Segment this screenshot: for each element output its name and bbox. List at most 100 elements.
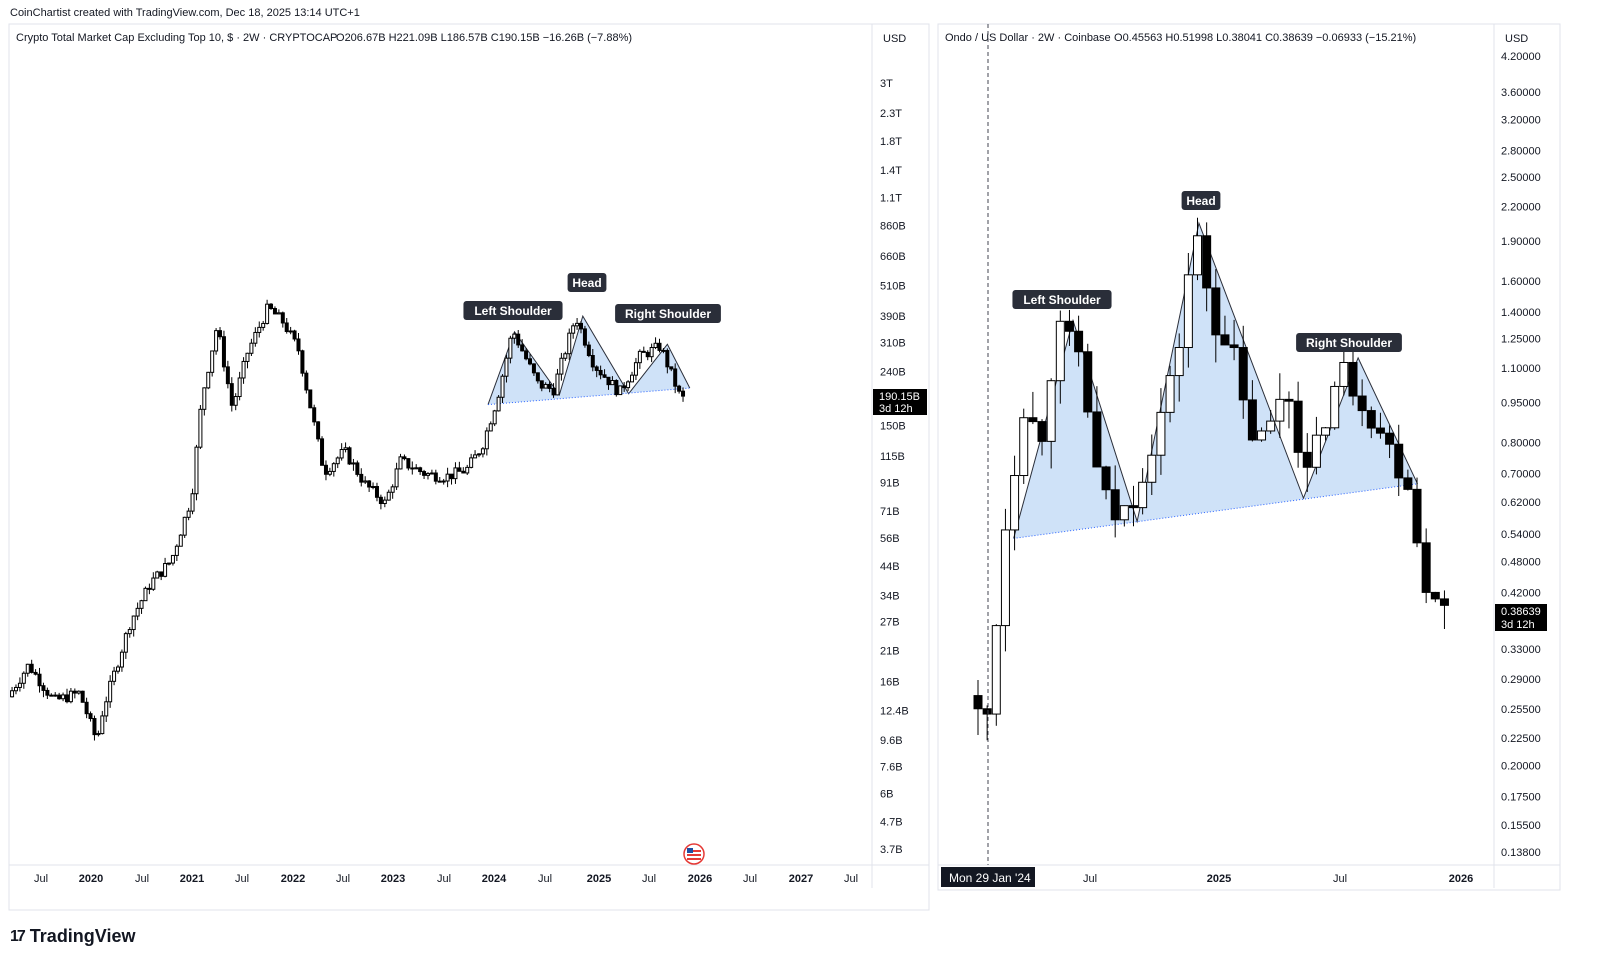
right-y-tick-label: 0.95000 [1501,397,1541,409]
left-candle-body [594,366,599,371]
left-candle-body [496,396,501,412]
right-candle-body [1147,454,1157,483]
left-candle-body [547,383,552,389]
left-ohlc-readout: O206.67B H221.09B L186.57B C190.15B −16.… [336,32,632,44]
left-candle-body [80,690,85,703]
left-candle-body [190,493,195,512]
left-y-tick-label: 34B [880,590,900,602]
left-candle-body [398,456,403,470]
right-last-price-bg [1495,604,1547,631]
left-candle-body [673,368,678,387]
left-last-price-value: 190.15B [879,391,920,403]
right-y-tick-label: 1.10000 [1501,363,1541,375]
left-candle-body [649,347,654,358]
left-candle-body [288,330,293,333]
left-candle-body [351,462,356,465]
right-plot-area[interactable]: Left Shoulder Head Right Shoulder [973,191,1449,741]
right-candle-body [1403,477,1413,490]
flag-icon-stripe-1 [687,850,701,852]
left-candle-body [159,571,164,577]
left-candle-body [249,342,254,354]
left-y-tick-label: 3.7B [880,844,903,856]
right-pattern-label-right-shoulder: Right Shoulder [1296,333,1402,352]
left-candle-body [414,467,419,470]
right-crosshair-date-text: Mon 29 Jan '24 [949,871,1031,885]
right-x-tick-label: Jul [1083,873,1097,885]
left-candle-body [645,351,650,358]
left-candle-body [677,385,682,392]
left-pattern-label-right-shoulder: Right Shoulder [615,304,721,323]
right-y-tick-label: 1.60000 [1501,276,1541,288]
left-x-tick-label: Jul [538,873,552,885]
right-candle-body [1275,398,1285,422]
left-candle-body [292,330,297,340]
left-candle-body [433,472,438,482]
right-y-tick-label: 0.48000 [1501,556,1541,568]
right-candle-body [1174,347,1184,377]
left-pattern-label-bg [567,273,607,292]
right-x-tick-label: 2025 [1207,873,1231,885]
left-y-tick-label: 310B [880,337,906,349]
right-pattern-label-bg [1181,191,1221,210]
left-plot-area[interactable]: Left Shoulder Head Right Shoulder [10,273,721,741]
left-candle-body [331,463,336,472]
right-candle-body [1339,361,1349,387]
left-candle-body [575,322,580,327]
left-candle-body [559,357,564,375]
left-candle-body [488,423,493,432]
right-y-tick-label: 0.42000 [1501,588,1541,600]
left-candle-body [582,328,587,346]
left-candle-body [163,563,168,577]
right-y-tick-label: 0.20000 [1501,761,1541,773]
left-candle-body [418,467,423,473]
left-pattern-label-bg [463,301,563,320]
left-candle-body [637,350,642,364]
left-candle-body [245,352,250,362]
left-candle-body [665,350,670,368]
tradingview-logo[interactable]: 17 TradingView [10,926,136,947]
left-candle-body [579,322,584,330]
left-candle-body [590,354,595,368]
left-last-price-badge: 190.15B 3d 12h [873,389,927,415]
right-pattern-label-bg [1296,333,1402,352]
right-ohlc-readout: O0.45563 H0.51998 L0.38041 C0.38639 −0.0… [1114,32,1416,44]
left-x-tick-label: 2022 [281,873,305,885]
left-candle-body [123,633,128,653]
left-y-tick-label: 2.3T [880,108,902,120]
left-x-tick-label: Jul [135,873,149,885]
left-candle-body [233,396,238,406]
left-candle-body [241,360,246,379]
left-y-tick-label: 91B [880,478,900,490]
attribution-text: CoinChartist created with TradingView.co… [10,7,360,19]
flag-icon[interactable] [683,843,705,865]
left-candle-body [53,694,58,697]
right-pattern-label-bg [1012,290,1112,309]
left-y-tick-label: 660B [880,251,906,263]
left-x-tick-label: 2025 [587,873,611,885]
left-candle-body [571,325,576,334]
left-candle-body [406,458,411,469]
left-currency-label: USD [883,33,906,45]
left-candle-body [480,448,485,455]
left-y-tick-label: 1.1T [880,193,902,205]
flag-icon-canton [687,848,693,853]
right-y-tick-label: 0.25500 [1501,704,1541,716]
right-candle-body [1128,505,1138,509]
right-candle-body [1293,400,1303,453]
right-candle-body [1046,380,1056,442]
left-candle-body [622,385,627,389]
left-candle-body [300,350,305,374]
left-candle-body [555,373,560,396]
left-candle-body [316,421,321,440]
right-candle-body [1247,399,1257,441]
left-hs-pattern-outline [487,314,691,405]
left-candle-body [347,447,352,465]
left-candle-body [100,715,105,735]
right-x-tick-label: 2026 [1449,873,1473,885]
left-candle-body [425,473,430,476]
left-candle-body [528,358,533,365]
flag-icon-stripe-3 [687,858,701,860]
left-candle-body [10,690,15,698]
right-candle-body [1119,505,1129,521]
